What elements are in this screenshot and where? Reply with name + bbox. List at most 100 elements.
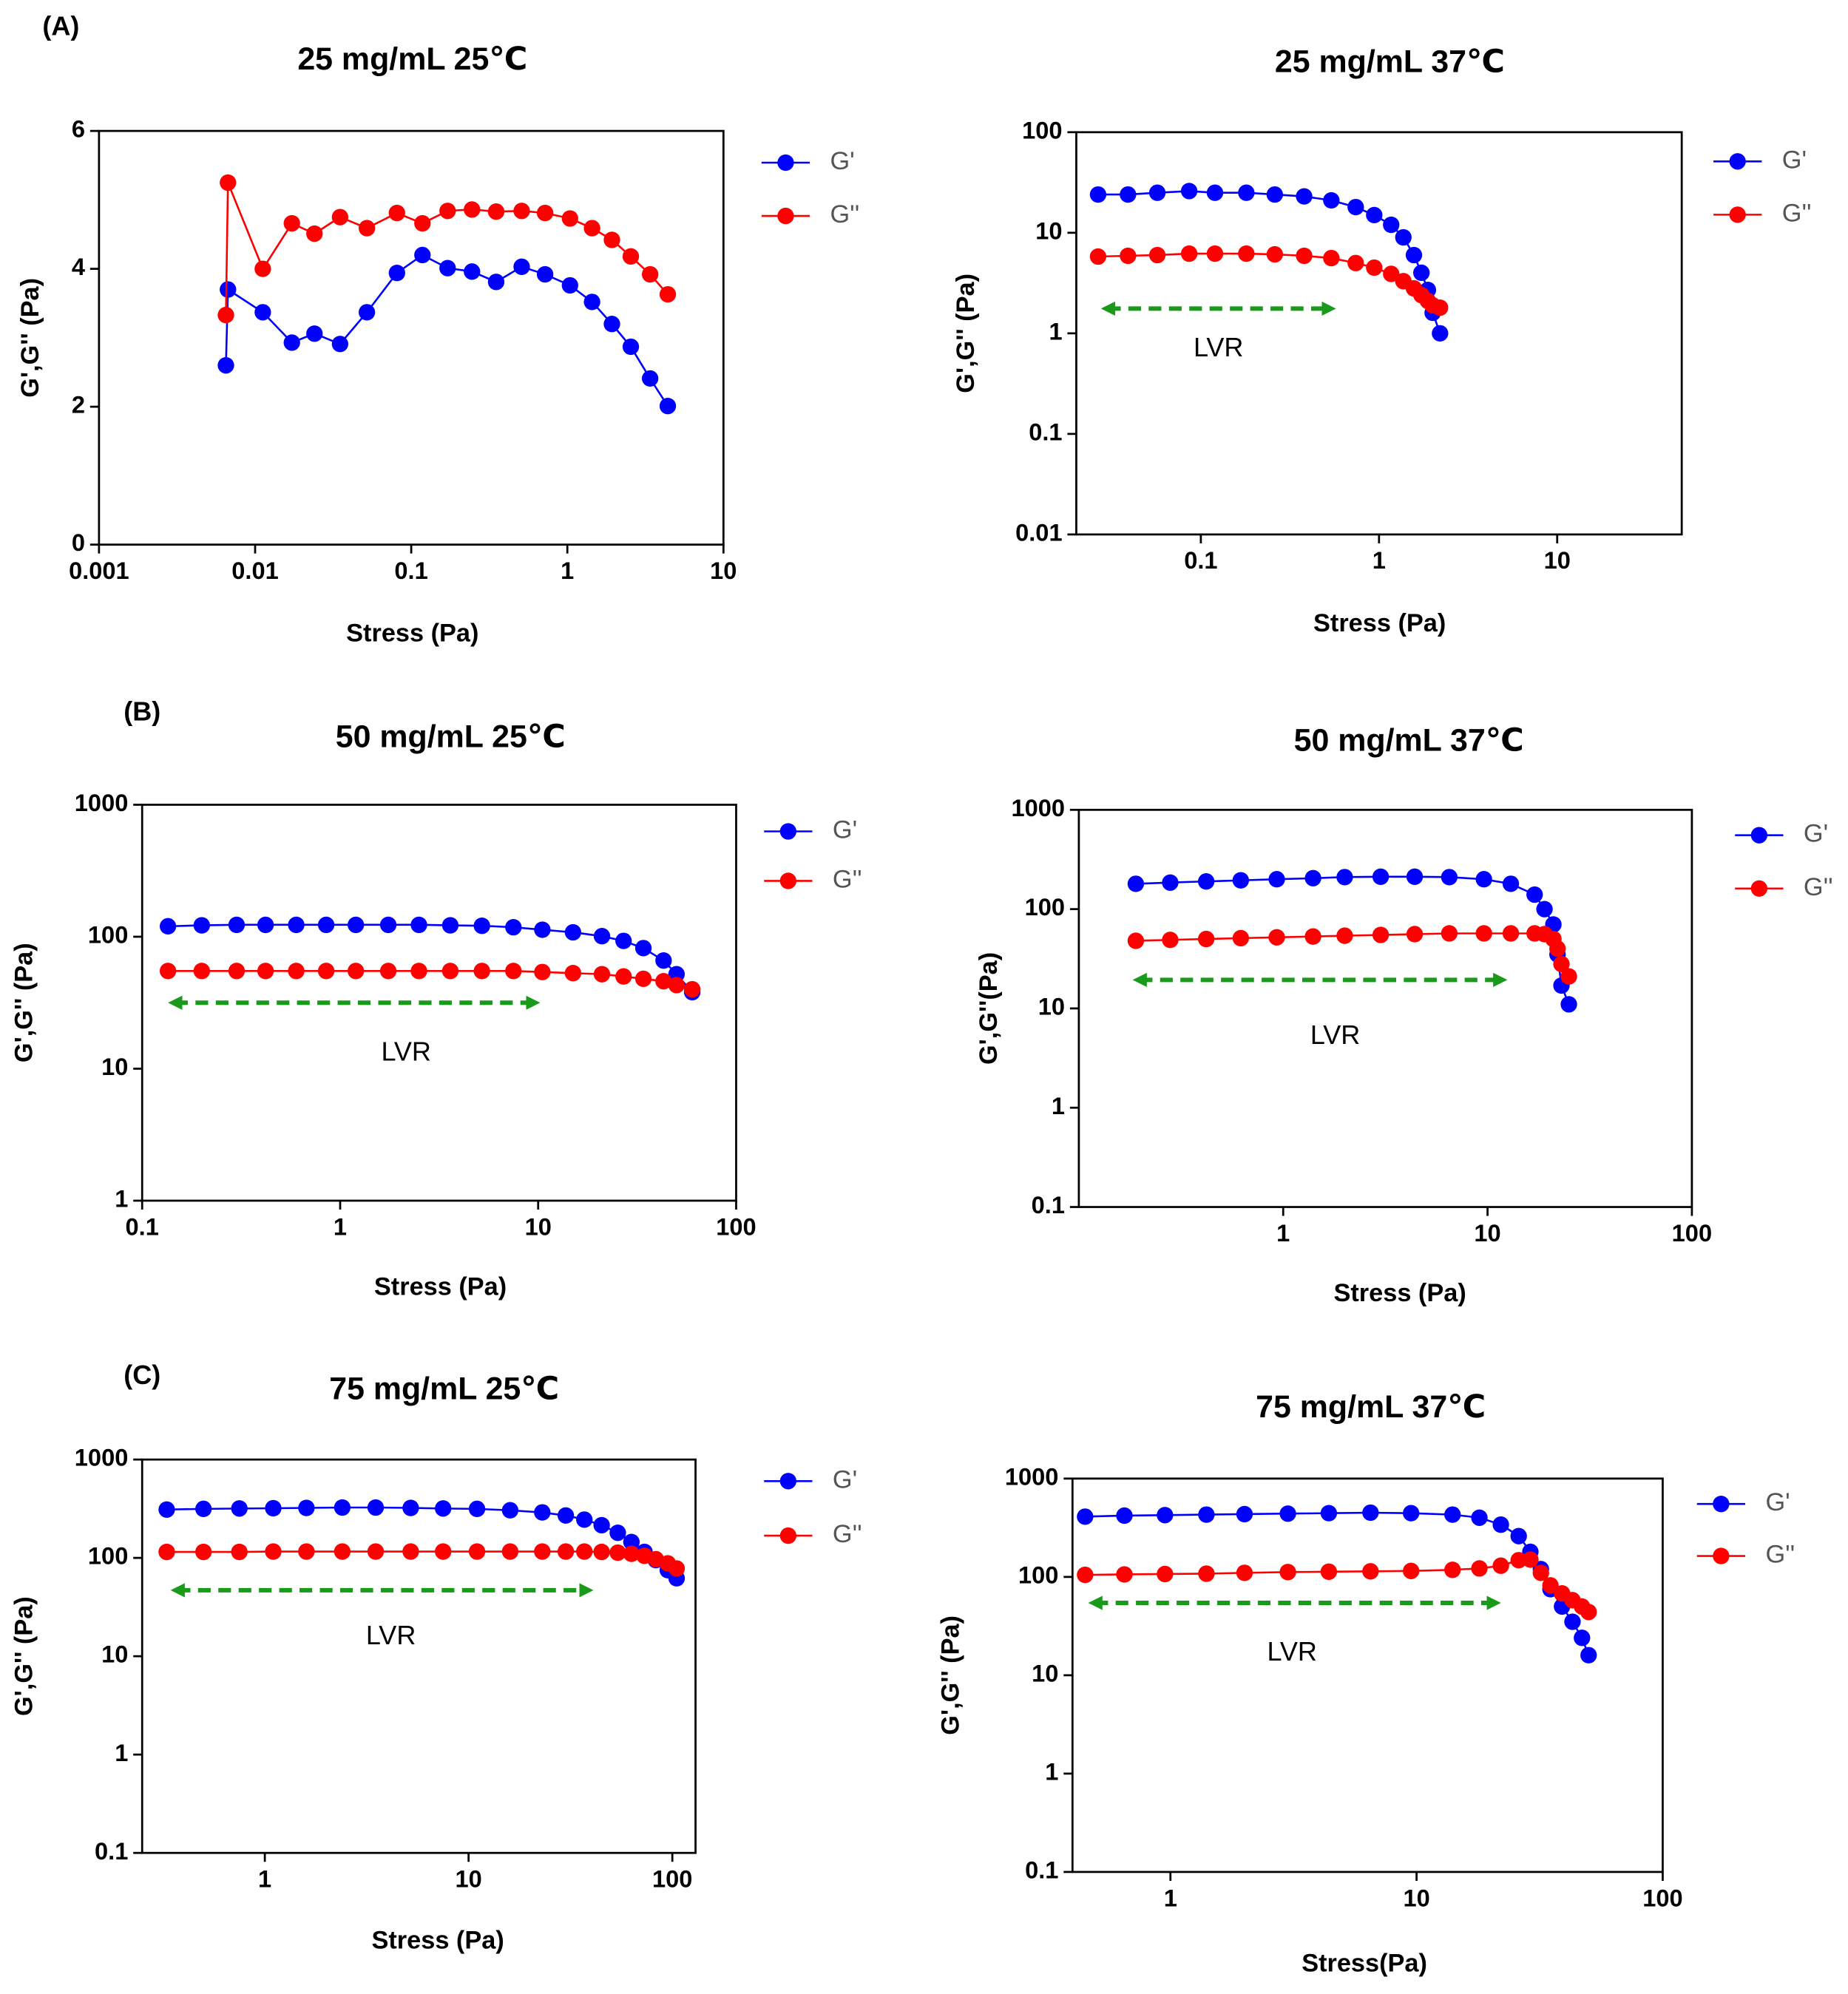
x-tick-label: 1 bbox=[334, 1213, 347, 1240]
data-point bbox=[534, 963, 551, 980]
data-point bbox=[1120, 247, 1137, 265]
x-tick-label: 10 bbox=[1474, 1219, 1500, 1247]
legend-label: G'' bbox=[1804, 873, 1833, 901]
data-point bbox=[220, 281, 237, 298]
data-point bbox=[505, 918, 522, 936]
data-point bbox=[435, 1500, 452, 1517]
data-point bbox=[1441, 869, 1458, 886]
panel-label: (A) bbox=[42, 11, 79, 41]
data-point bbox=[683, 980, 701, 998]
data-point bbox=[659, 285, 677, 303]
y-axis-label: G',G''(Pa) bbox=[975, 952, 1003, 1065]
data-point bbox=[1162, 932, 1179, 949]
y-tick-label: 0.1 bbox=[95, 1837, 128, 1865]
data-point bbox=[1236, 1564, 1253, 1581]
y-tick-label: 0.1 bbox=[1025, 1856, 1058, 1884]
data-point bbox=[1116, 1507, 1133, 1525]
data-point bbox=[593, 1543, 610, 1561]
data-point bbox=[501, 1502, 519, 1519]
legend-label: G' bbox=[833, 1465, 857, 1493]
x-tick-label: 1 bbox=[258, 1865, 271, 1893]
legend-label: G' bbox=[1804, 820, 1828, 848]
x-axis-label: Stress (Pa) bbox=[371, 1926, 504, 1954]
y-tick-label: 10 bbox=[1035, 217, 1062, 244]
data-point bbox=[388, 204, 405, 222]
data-point bbox=[534, 1543, 551, 1560]
data-point bbox=[641, 370, 659, 387]
data-point bbox=[1198, 1506, 1215, 1523]
legend-marker bbox=[779, 823, 797, 840]
legend-label: G'' bbox=[833, 866, 862, 894]
data-point bbox=[1266, 186, 1284, 203]
data-point bbox=[367, 1543, 385, 1560]
chart-title: 50 mg/mL 37℃ bbox=[1294, 723, 1524, 759]
data-point bbox=[441, 963, 459, 980]
data-point bbox=[1362, 1504, 1379, 1522]
data-point bbox=[603, 316, 620, 333]
legend-marker bbox=[779, 1527, 797, 1544]
data-point bbox=[410, 916, 427, 934]
y-tick-label: 0.01 bbox=[1015, 519, 1062, 546]
data-point bbox=[1522, 1551, 1539, 1568]
y-tick-label: 1 bbox=[1049, 317, 1062, 345]
x-tick-label: 100 bbox=[1642, 1884, 1682, 1911]
data-point bbox=[1403, 1505, 1420, 1522]
x-axis-label: Stress (Pa) bbox=[346, 620, 478, 648]
data-point bbox=[1580, 1647, 1597, 1664]
data-point bbox=[603, 231, 620, 248]
data-point bbox=[1510, 1552, 1527, 1569]
y-tick-label: 1000 bbox=[75, 789, 129, 816]
data-point bbox=[1502, 925, 1520, 942]
legend-marker bbox=[1713, 1496, 1730, 1513]
y-tick-label: 10 bbox=[101, 1641, 128, 1668]
data-point bbox=[1542, 1577, 1559, 1594]
data-point bbox=[1089, 248, 1107, 265]
data-point bbox=[1406, 926, 1424, 943]
y-tick-label: 0 bbox=[72, 529, 85, 556]
data-point bbox=[193, 917, 210, 934]
x-axis-label: Stress(Pa) bbox=[1302, 1949, 1427, 1977]
y-tick-label: 2 bbox=[72, 391, 85, 418]
data-point bbox=[1279, 1505, 1296, 1522]
data-point bbox=[634, 970, 652, 988]
annotation: LVR bbox=[382, 1036, 431, 1066]
data-point bbox=[1127, 875, 1145, 892]
x-tick-label: 0.1 bbox=[126, 1213, 159, 1240]
data-point bbox=[468, 1500, 486, 1517]
data-point bbox=[410, 963, 427, 980]
data-point bbox=[1206, 184, 1224, 201]
y-axis-label: G',G'' (Pa) bbox=[10, 943, 38, 1062]
data-point bbox=[593, 966, 611, 983]
data-point bbox=[1232, 929, 1250, 947]
data-point bbox=[348, 916, 365, 934]
data-point bbox=[1362, 1563, 1379, 1580]
data-point bbox=[1198, 1565, 1215, 1582]
data-point bbox=[1406, 868, 1424, 885]
plot-frame bbox=[141, 804, 737, 1202]
data-point bbox=[1323, 249, 1340, 267]
data-point bbox=[283, 214, 300, 232]
data-point bbox=[1238, 245, 1255, 262]
x-axis-label: Stress (Pa) bbox=[374, 1272, 507, 1300]
data-point bbox=[1444, 1506, 1461, 1523]
data-point bbox=[348, 963, 365, 980]
data-point bbox=[1323, 191, 1340, 209]
data-point bbox=[1372, 868, 1390, 885]
data-point bbox=[593, 1516, 610, 1534]
data-point bbox=[402, 1499, 419, 1516]
data-point bbox=[288, 916, 305, 934]
data-point bbox=[195, 1500, 212, 1517]
legend-marker bbox=[1729, 153, 1746, 170]
data-point bbox=[609, 1525, 626, 1542]
legend-label: G' bbox=[1782, 146, 1807, 174]
data-point bbox=[1127, 932, 1145, 949]
chart-title: 75 mg/mL 25℃ bbox=[329, 1371, 559, 1407]
data-point bbox=[367, 1499, 385, 1516]
data-point bbox=[583, 294, 600, 311]
panel-label: (B) bbox=[123, 696, 160, 726]
data-point bbox=[257, 916, 274, 934]
data-point bbox=[1116, 1566, 1133, 1583]
data-point bbox=[583, 220, 600, 237]
legend-marker bbox=[777, 154, 794, 172]
legend-marker bbox=[1750, 827, 1768, 844]
